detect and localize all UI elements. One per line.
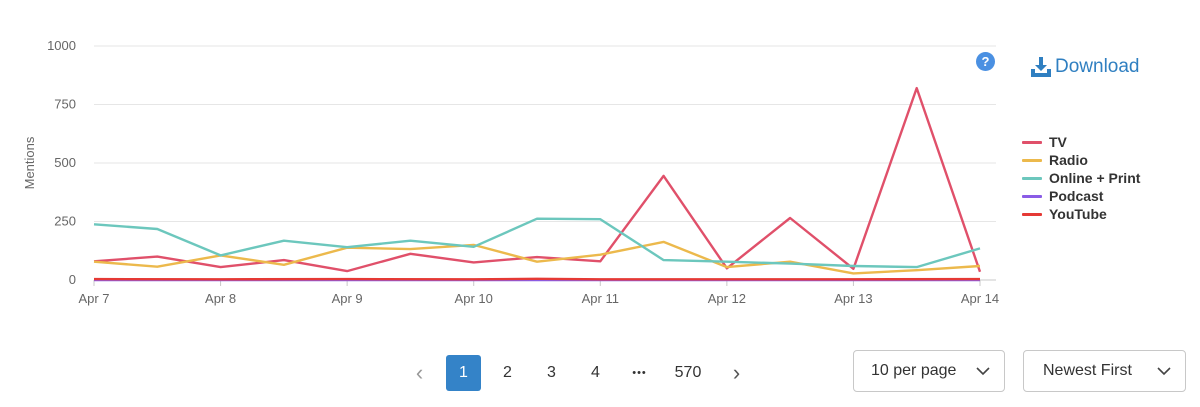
pagination: ‹ 1 2 3 4 ••• 570 ›: [402, 355, 763, 391]
sort-value: Newest First: [1043, 362, 1132, 379]
chevron-down-icon: [976, 367, 990, 376]
y-axis-ticks: 0 250 500 750 1000: [47, 38, 76, 287]
next-page-button[interactable]: ›: [732, 360, 741, 385]
help-icon[interactable]: ?: [976, 52, 995, 71]
legend-label: Online + Print: [1049, 170, 1141, 186]
page-button-2[interactable]: 2: [503, 364, 512, 381]
x-tick-label: Apr 12: [708, 291, 746, 306]
series-line-online-print[interactable]: [93, 217, 981, 269]
y-tick-label: 500: [54, 155, 76, 170]
page-button-4[interactable]: 4: [591, 364, 600, 381]
x-tick-label: Apr 13: [834, 291, 872, 306]
download-icon: [1031, 57, 1051, 77]
y-tick-label: 0: [69, 272, 76, 287]
page-button-3[interactable]: 3: [547, 364, 556, 381]
legend-swatch: [1022, 176, 1042, 180]
x-tick-label: Apr 10: [455, 291, 493, 306]
x-tick-label: Apr 9: [332, 291, 363, 306]
chart-series: [93, 86, 982, 282]
download-button[interactable]: Download: [1030, 56, 1140, 78]
pagination-ellipsis: •••: [632, 367, 647, 379]
y-axis-title: Mentions: [22, 136, 37, 189]
page-button-1[interactable]: 1: [446, 355, 481, 391]
x-axis-ticks: Apr 7 Apr 8 Apr 9 Apr 10 Apr 11 Apr 12 Apr 13 A…: [78, 280, 999, 306]
y-tick-label: 1000: [47, 38, 76, 53]
prev-page-button[interactable]: ‹: [415, 360, 424, 385]
x-tick-label: Apr 7: [78, 291, 109, 306]
legend-label: YouTube: [1049, 206, 1107, 222]
legend-item-podcast[interactable]: Podcast: [1022, 187, 1140, 205]
x-tick-label: Apr 8: [205, 291, 236, 306]
chevron-down-icon: [1157, 367, 1171, 376]
series-line-tv[interactable]: [93, 86, 982, 273]
legend-item-tv[interactable]: TV: [1022, 133, 1140, 151]
series-line-radio[interactable]: [93, 240, 981, 275]
legend-label: Podcast: [1049, 188, 1104, 204]
legend-item-radio[interactable]: Radio: [1022, 151, 1140, 169]
legend-item-youtube[interactable]: YouTube: [1022, 205, 1140, 223]
x-tick-label: Apr 11: [582, 291, 619, 306]
chart-legend: TV Radio Online + Print Podcast YouTube: [1022, 133, 1140, 223]
legend-swatch: [1022, 158, 1042, 162]
sort-select[interactable]: Newest First: [1023, 350, 1186, 392]
per-page-select[interactable]: 10 per page: [853, 350, 1005, 392]
x-tick-label: Apr 14: [961, 291, 999, 306]
legend-swatch: [1022, 194, 1042, 198]
page-button-last[interactable]: 570: [674, 364, 702, 381]
download-label: Download: [1055, 56, 1140, 77]
legend-label: Radio: [1049, 152, 1088, 168]
legend-label: TV: [1049, 134, 1067, 150]
legend-item-online-print[interactable]: Online + Print: [1022, 169, 1140, 187]
per-page-value: 10 per page: [871, 362, 957, 379]
y-tick-label: 750: [54, 97, 76, 112]
series-line-youtube[interactable]: [93, 277, 981, 281]
legend-swatch: [1022, 140, 1042, 144]
legend-swatch: [1022, 212, 1042, 216]
y-tick-label: 250: [54, 214, 76, 229]
